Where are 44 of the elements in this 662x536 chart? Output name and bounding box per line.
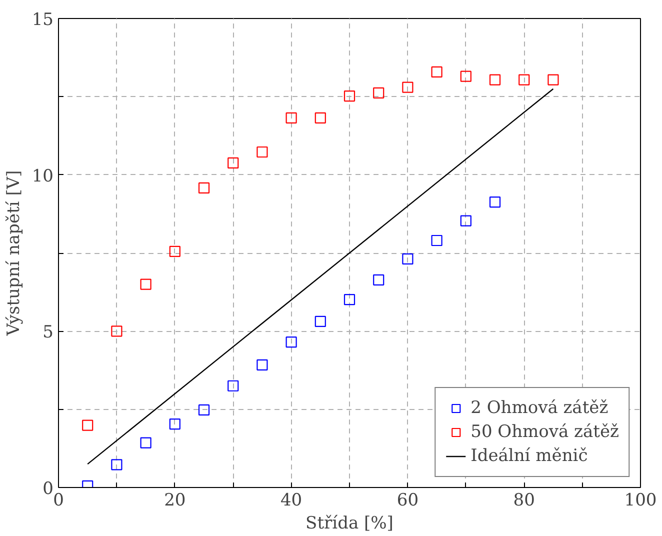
point: [344, 90, 356, 102]
point: [489, 74, 501, 86]
x-tick-label: 20: [164, 490, 186, 510]
point: [314, 112, 326, 124]
legend-label: 50 Ohmová zátěž: [470, 422, 619, 442]
point: [286, 112, 297, 124]
point: [198, 404, 210, 416]
point: [460, 215, 472, 226]
legend-label: Ideální měnič: [470, 446, 588, 466]
legend-label: 2 Ohmová zátěž: [470, 398, 608, 418]
point: [373, 274, 384, 286]
point: [198, 182, 210, 194]
y-tick-label: 15: [32, 10, 54, 30]
x-tick-label: 60: [396, 490, 419, 510]
point: [489, 196, 501, 208]
point: [548, 74, 559, 86]
point: [431, 66, 442, 78]
point: [228, 157, 239, 168]
x-tick-label: 40: [280, 490, 302, 510]
x-axis-title: Střída [%]: [306, 514, 394, 534]
point: [111, 326, 122, 337]
x-tick-label: 100: [624, 490, 657, 510]
point: [256, 359, 268, 370]
point: [169, 418, 180, 430]
y-axis-title: Výstupní napětí [V]: [4, 170, 24, 337]
point: [140, 437, 152, 448]
point: [460, 70, 472, 82]
point: [431, 234, 442, 246]
point: [344, 294, 356, 306]
point: [314, 316, 326, 328]
point: [402, 253, 414, 264]
point: [111, 459, 122, 470]
point: [373, 87, 384, 98]
point: [228, 380, 239, 392]
point: [82, 420, 94, 431]
point: [286, 336, 297, 348]
point: [169, 246, 180, 257]
point: [140, 278, 152, 290]
x-tick-label: 80: [513, 490, 535, 510]
y-tick-label: 10: [32, 166, 54, 186]
point: [402, 82, 414, 93]
point: [256, 146, 268, 158]
y-tick-label: 5: [42, 322, 54, 343]
point: [518, 74, 530, 86]
